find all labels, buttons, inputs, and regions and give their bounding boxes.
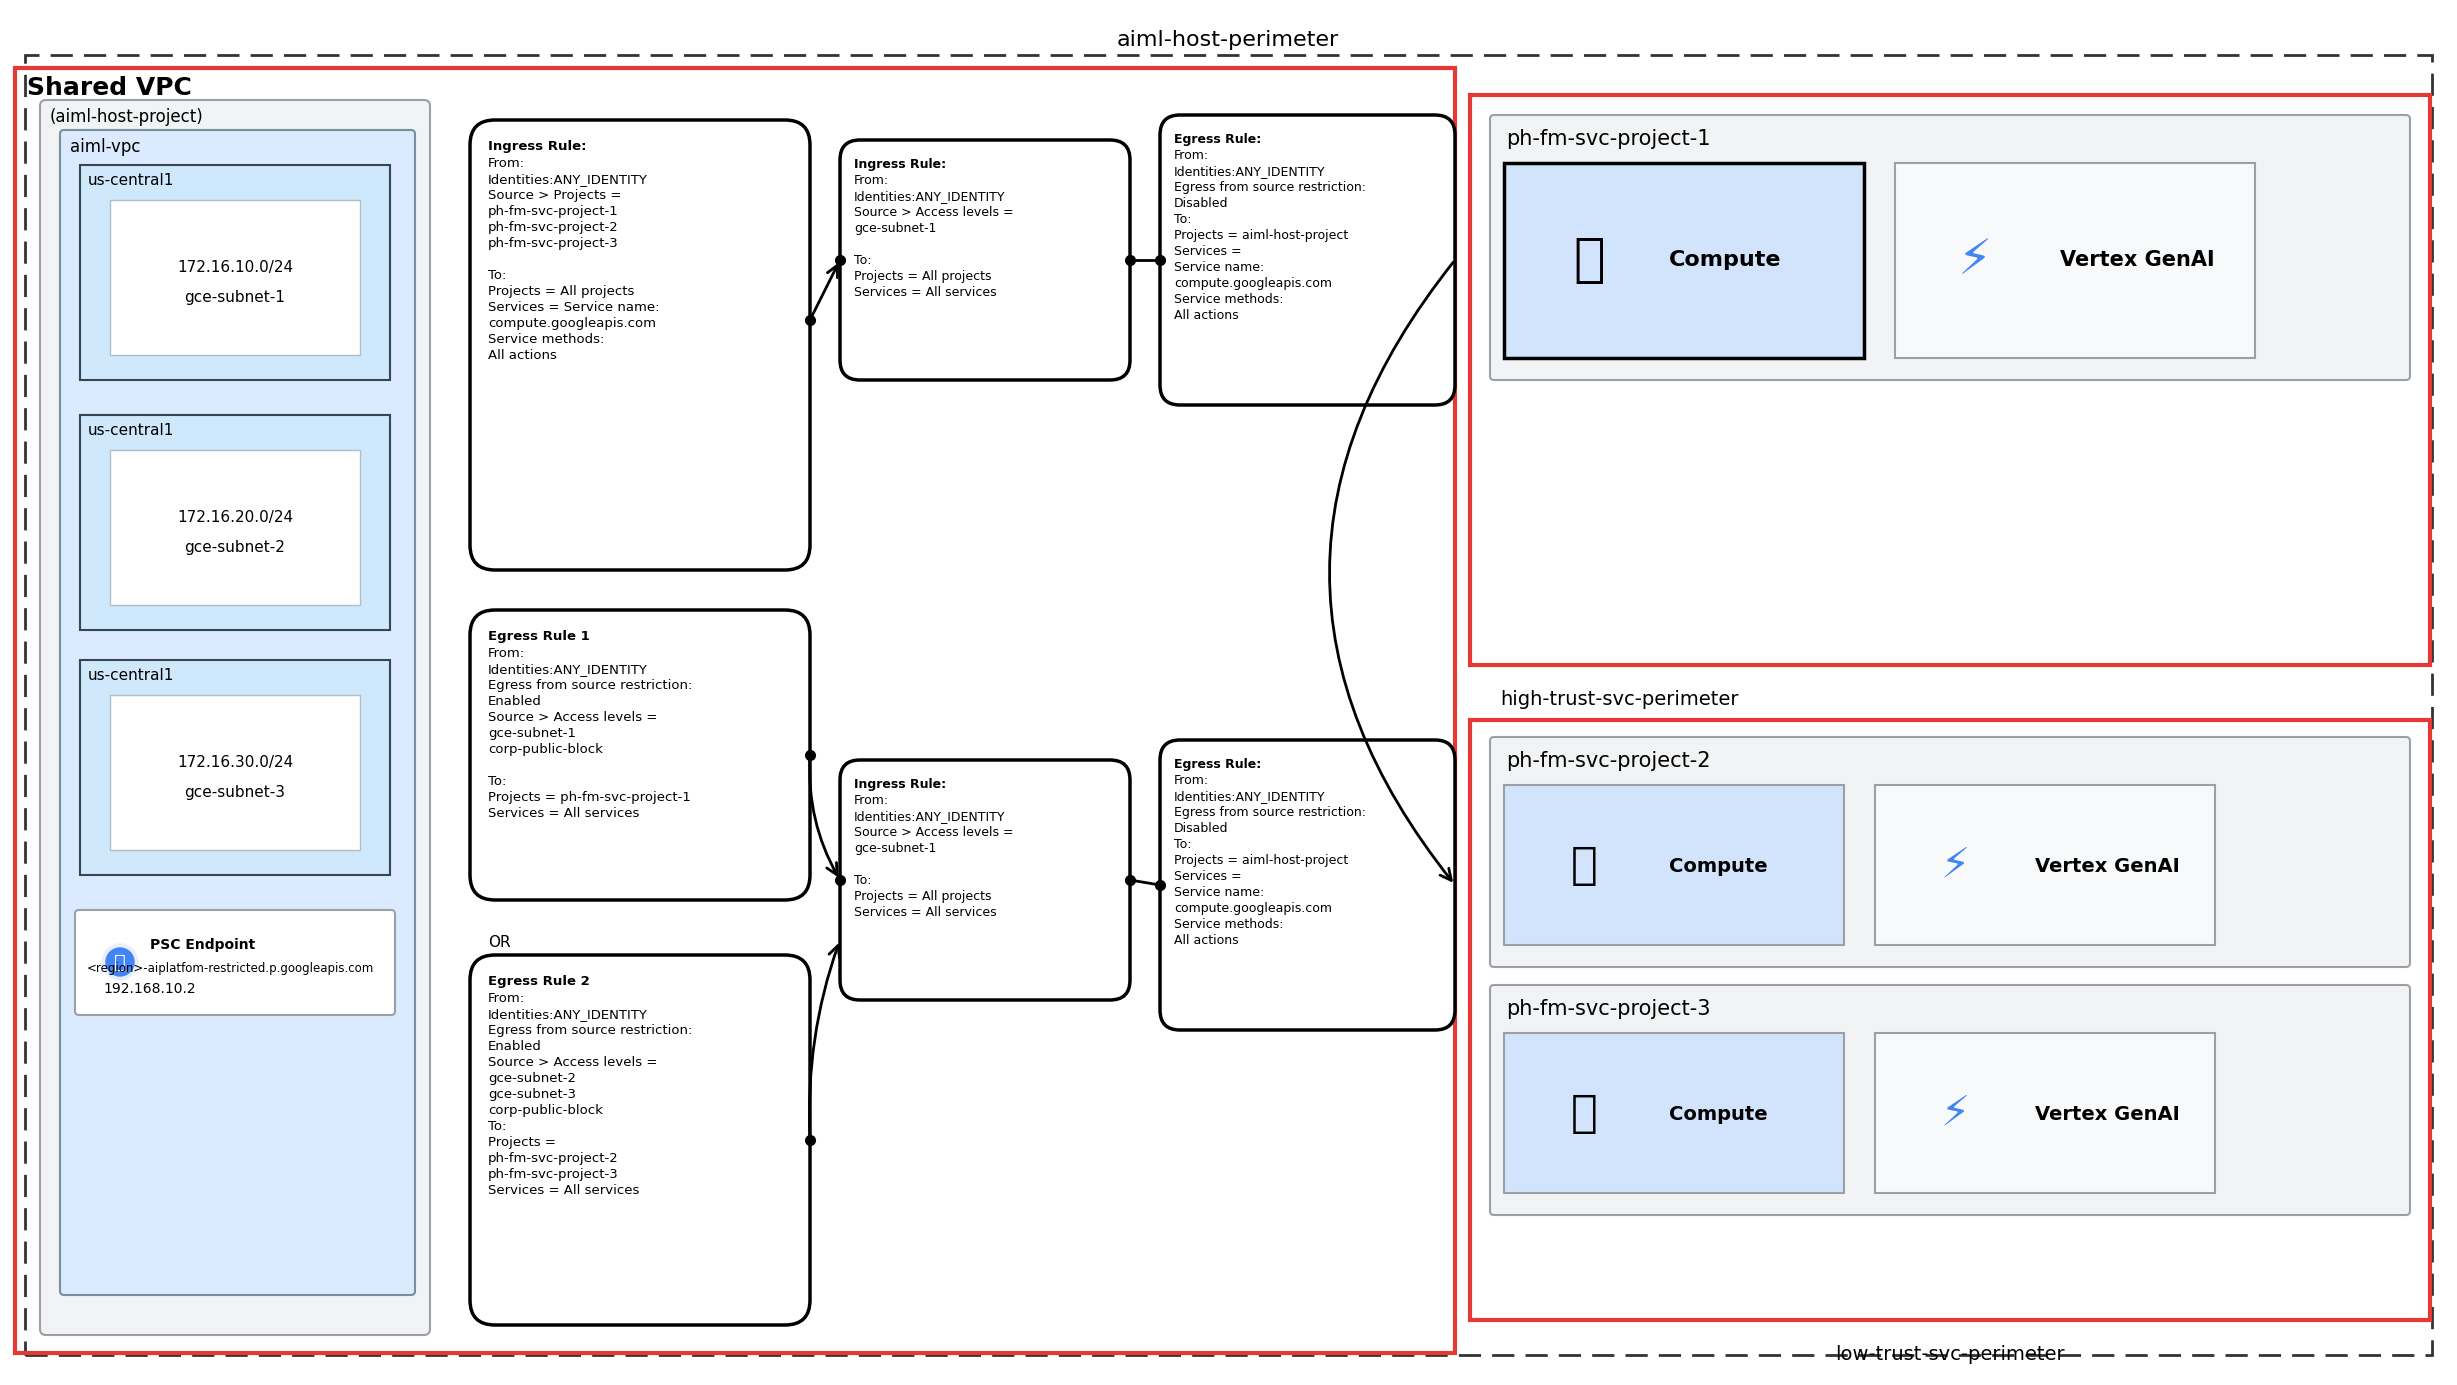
Text: gce-subnet-3: gce-subnet-3 [184,785,285,801]
Bar [1894,163,2256,357]
Text: Compute: Compute [1668,857,1767,875]
Text: 🖥: 🖥 [1570,1091,1597,1134]
Bar [1504,785,1845,945]
Bar [111,695,361,850]
Text: ⚡: ⚡ [1958,235,1993,284]
Text: ph-fm-svc-project-2: ph-fm-svc-project-2 [1506,751,1710,771]
Text: gce-subnet-2: gce-subnet-2 [184,540,285,555]
Text: From:
Identities:ANY_IDENTITY
Source > Access levels =
gce-subnet-1

To:
Project: From: Identities:ANY_IDENTITY Source > A… [855,794,1015,920]
FancyBboxPatch shape [840,760,1130,1000]
Text: 🖥: 🖥 [1570,843,1597,886]
Bar [1504,1033,1845,1192]
Text: gce-subnet-1: gce-subnet-1 [184,289,285,305]
Bar [1875,1033,2216,1192]
Text: From:
Identities:ANY_IDENTITY
Egress from source restriction:
Disabled
To:
Proje: From: Identities:ANY_IDENTITY Egress fro… [1174,150,1366,323]
Text: 🖥: 🖥 [1572,234,1604,285]
Text: Compute: Compute [1668,251,1781,270]
FancyBboxPatch shape [39,100,430,1335]
Text: ph-fm-svc-project-1: ph-fm-svc-project-1 [1506,129,1710,150]
FancyBboxPatch shape [469,956,811,1325]
FancyBboxPatch shape [469,120,811,571]
Text: 172.16.10.0/24: 172.16.10.0/24 [177,260,292,276]
Text: PSC Endpoint: PSC Endpoint [150,938,256,951]
FancyBboxPatch shape [1489,737,2410,967]
Text: us-central1: us-central1 [88,668,174,683]
Circle shape [106,947,135,976]
Text: <region>-aiplatfom-restricted.p.googleapis.com: <region>-aiplatfom-restricted.p.googleap… [86,963,373,975]
Bar [111,199,361,355]
Circle shape [103,945,138,981]
Text: From:
Identities:ANY_IDENTITY
Egress from source restriction:
Disabled
To:
Proje: From: Identities:ANY_IDENTITY Egress fro… [1174,774,1366,947]
Bar [1875,785,2216,945]
Text: high-trust-svc-perimeter: high-trust-svc-perimeter [1501,690,1740,709]
Bar [81,165,391,379]
Text: Ingress Rule:: Ingress Rule: [855,158,946,170]
Text: ph-fm-svc-project-3: ph-fm-svc-project-3 [1506,999,1710,1019]
Text: 172.16.30.0/24: 172.16.30.0/24 [177,755,292,770]
Bar [81,661,391,875]
FancyBboxPatch shape [76,910,396,1015]
Text: us-central1: us-central1 [88,422,174,438]
FancyBboxPatch shape [1489,115,2410,379]
Text: OR: OR [489,935,511,950]
Text: low-trust-svc-perimeter: low-trust-svc-perimeter [1835,1345,2064,1364]
Text: aiml-host-perimeter: aiml-host-perimeter [1118,30,1339,50]
FancyBboxPatch shape [840,140,1130,379]
Text: ⚿: ⚿ [113,953,125,971]
Text: Vertex GenAI: Vertex GenAI [2034,857,2179,875]
Text: Vertex GenAI: Vertex GenAI [2034,1105,2179,1125]
Text: Ingress Rule:: Ingress Rule: [489,140,587,152]
Bar [15,68,1455,1353]
Text: Egress Rule:: Egress Rule: [1174,758,1260,771]
Text: From:
Identities:ANY_IDENTITY
Source > Projects =
ph-fm-svc-project-1
ph-fm-svc-: From: Identities:ANY_IDENTITY Source > P… [489,157,658,361]
Text: us-central1: us-central1 [88,173,174,188]
FancyBboxPatch shape [1489,985,2410,1215]
Text: 172.16.20.0/24: 172.16.20.0/24 [177,510,292,525]
Text: aiml-vpc: aiml-vpc [69,138,140,157]
Text: Egress Rule 2: Egress Rule 2 [489,975,590,988]
Text: (aiml-host-project): (aiml-host-project) [49,108,204,126]
FancyBboxPatch shape [1160,740,1455,1030]
FancyBboxPatch shape [469,609,811,900]
Text: From:
Identities:ANY_IDENTITY
Source > Access levels =
gce-subnet-1

To:
Project: From: Identities:ANY_IDENTITY Source > A… [855,175,1015,299]
Bar [1469,720,2430,1320]
Text: From:
Identities:ANY_IDENTITY
Egress from source restriction:
Enabled
Source > A: From: Identities:ANY_IDENTITY Egress fro… [489,647,693,820]
FancyBboxPatch shape [1160,115,1455,404]
Text: ⚡: ⚡ [1941,843,1971,886]
Bar [1504,163,1865,357]
Text: Egress Rule 1: Egress Rule 1 [489,630,590,643]
Bar [111,450,361,605]
Text: Ingress Rule:: Ingress Rule: [855,778,946,791]
Text: 192.168.10.2: 192.168.10.2 [103,982,197,996]
Text: Compute: Compute [1668,1105,1767,1125]
Text: Shared VPC: Shared VPC [27,76,192,100]
Bar [81,416,391,630]
Text: From:
Identities:ANY_IDENTITY
Egress from source restriction:
Enabled
Source > A: From: Identities:ANY_IDENTITY Egress fro… [489,992,693,1197]
Text: Egress Rule:: Egress Rule: [1174,133,1260,145]
Text: ⚡: ⚡ [1941,1091,1971,1134]
FancyBboxPatch shape [59,130,415,1295]
Bar [1469,96,2430,665]
Text: Vertex GenAI: Vertex GenAI [2059,251,2214,270]
